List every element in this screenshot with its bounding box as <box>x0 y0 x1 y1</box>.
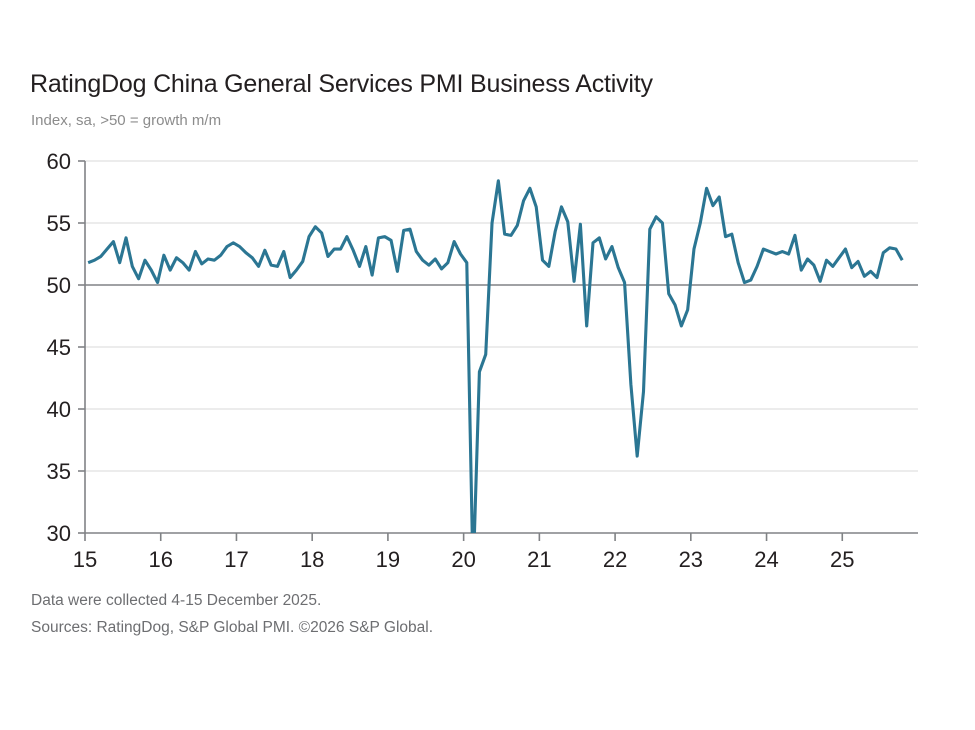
x-tick-label: 23 <box>679 547 703 572</box>
x-tick-label: 25 <box>830 547 854 572</box>
chart-title: RatingDog China General Services PMI Bus… <box>30 70 653 98</box>
data-collection-note: Data were collected 4-15 December 2025. <box>31 592 322 609</box>
y-tick-label: 40 <box>47 397 71 422</box>
y-tick-label: 35 <box>47 459 71 484</box>
x-tick-label: 16 <box>148 547 172 572</box>
x-tick-label: 17 <box>224 547 248 572</box>
x-tick-label: 15 <box>73 547 97 572</box>
chart-subtitle: Index, sa, >50 = growth m/m <box>31 112 222 129</box>
x-tick-label: 21 <box>527 547 551 572</box>
x-tick-label: 24 <box>754 547 778 572</box>
x-tick-label: 20 <box>451 547 475 572</box>
y-tick-label: 55 <box>47 211 71 236</box>
y-tick-label: 45 <box>47 335 71 360</box>
y-tick-label: 60 <box>47 149 71 174</box>
x-tick-label: 19 <box>376 547 400 572</box>
sources-note: Sources: RatingDog, S&P Global PMI. ©202… <box>31 619 434 636</box>
y-tick-label: 50 <box>47 273 71 298</box>
data-line-series <box>87 179 904 533</box>
x-tick-label: 18 <box>300 547 324 572</box>
x-tick-label: 22 <box>603 547 627 572</box>
y-tick-label: 30 <box>47 521 71 546</box>
